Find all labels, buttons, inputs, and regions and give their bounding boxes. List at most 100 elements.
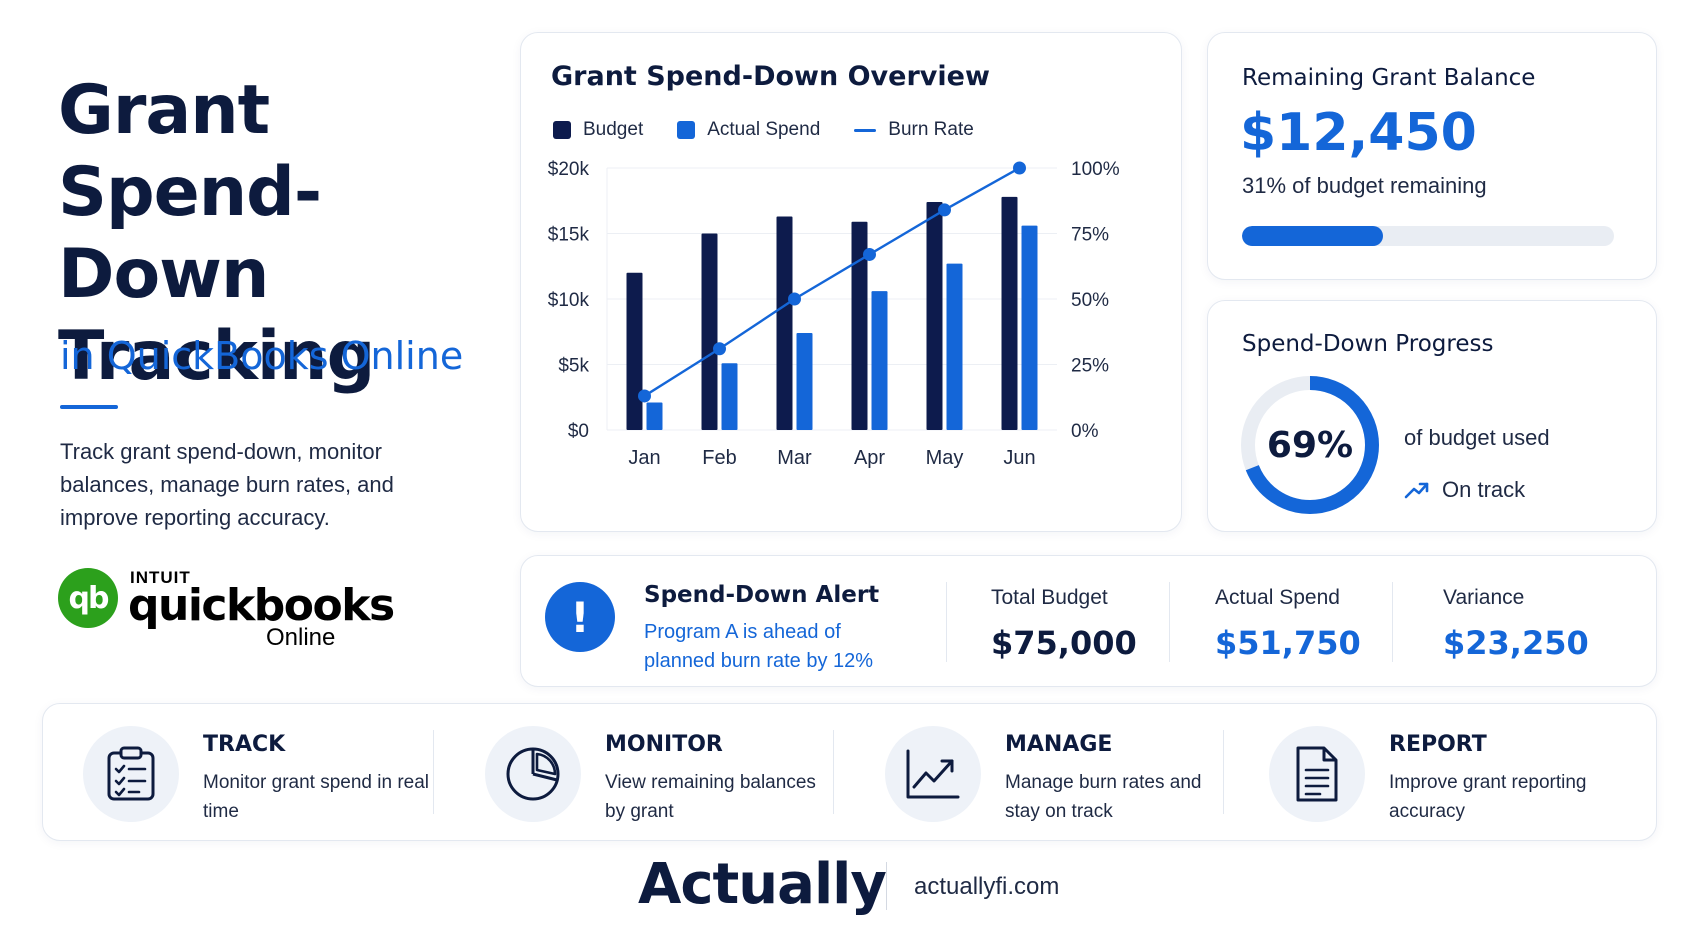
intuit-wordmark: INTUIT bbox=[130, 568, 191, 587]
bar-budget bbox=[701, 233, 718, 430]
feature-track: TRACK Monitor grant spend in real time bbox=[83, 724, 429, 824]
burn-rate-point bbox=[638, 389, 651, 403]
feature-title: MANAGE bbox=[1005, 732, 1113, 757]
feature-description: View remaining balances by grant bbox=[605, 772, 816, 822]
trend-up-icon bbox=[1404, 482, 1429, 499]
stat-value: $23,250 bbox=[1443, 624, 1589, 662]
bar-budget bbox=[851, 221, 868, 430]
burn-rate-point bbox=[713, 342, 726, 356]
x-tick-label: Apr bbox=[854, 447, 885, 469]
feature-divider bbox=[833, 730, 834, 814]
y-left-tick-label: $0 bbox=[568, 421, 589, 442]
y-right-tick-label: 75% bbox=[1071, 225, 1109, 246]
bar-actual-spend bbox=[1021, 225, 1038, 430]
legend-swatch-actual bbox=[677, 121, 696, 139]
feature-description: Manage burn rates and stay on track bbox=[1005, 772, 1202, 822]
balance-progress-bar bbox=[1242, 226, 1614, 246]
x-tick-label: Feb bbox=[702, 447, 736, 469]
hero-subtitle: in QuickBooks Online bbox=[60, 334, 464, 378]
pie-chart-icon bbox=[485, 726, 581, 822]
bar-actual-spend bbox=[796, 333, 813, 430]
alert-message: Program A is ahead of planned burn rate … bbox=[644, 621, 874, 672]
spend-down-chart: $0 0% $5k 25% $10k 50% $15k 75% $20k 100% Jan Feb Ma… bbox=[548, 159, 1120, 469]
y-left-tick-label: $10k bbox=[548, 290, 590, 311]
alert-title: Spend-Down Alert bbox=[644, 582, 880, 608]
hero-title-line: Grant bbox=[58, 71, 270, 150]
y-left-tick-label: $5k bbox=[558, 356, 589, 377]
burn-rate-point bbox=[1013, 161, 1026, 175]
quickbooks-online-label: Online bbox=[266, 624, 336, 651]
legend-label-actual: Actual Spend bbox=[707, 119, 821, 140]
burn-rate-point bbox=[863, 247, 876, 261]
feature-monitor: MONITOR View remaining balances by grant bbox=[485, 724, 825, 824]
actually-logo: Actually bbox=[638, 852, 887, 917]
progress-percent: 69% bbox=[1266, 424, 1354, 466]
legend-swatch-budget bbox=[553, 121, 571, 139]
y-left-tick-label: $20k bbox=[548, 159, 590, 180]
feature-divider bbox=[433, 730, 434, 814]
balance-value: $12,450 bbox=[1240, 103, 1477, 163]
stat-label: Variance bbox=[1443, 586, 1525, 609]
y-right-tick-label: 100% bbox=[1071, 159, 1120, 180]
stat-label: Total Budget bbox=[991, 586, 1108, 609]
y-right-tick-label: 25% bbox=[1071, 356, 1109, 377]
stat-value: $51,750 bbox=[1215, 624, 1361, 662]
stat-label: Actual Spend bbox=[1215, 586, 1340, 609]
hero-title-line: Spend-Down bbox=[58, 153, 322, 314]
document-icon bbox=[1269, 726, 1365, 822]
y-right-tick-label: 0% bbox=[1071, 421, 1099, 442]
bar-actual-spend bbox=[946, 263, 963, 430]
stat-variance: Variance $23,250 bbox=[1443, 586, 1589, 662]
stat-divider bbox=[1392, 582, 1393, 662]
chart-card: Grant Spend-Down Overview Budget Actual … bbox=[520, 32, 1182, 532]
feature-description: Improve grant reporting accuracy bbox=[1389, 772, 1587, 822]
y-right-tick-label: 50% bbox=[1071, 290, 1109, 311]
remaining-balance-card: Remaining Grant Balance $12,450 31% of b… bbox=[1207, 32, 1657, 280]
bar-budget bbox=[1001, 196, 1018, 430]
spend-down-progress-card: Spend-Down Progress 69% of budget used O… bbox=[1207, 300, 1657, 532]
legend-item-actual: Actual Spend bbox=[677, 119, 820, 141]
hero-divider bbox=[60, 405, 118, 409]
progress-ring-fill bbox=[1241, 376, 1379, 514]
hero-description: Track grant spend-down, monitor balances… bbox=[60, 439, 394, 530]
bar-actual-spend bbox=[871, 291, 888, 430]
hero-title-line: Tracking bbox=[58, 317, 375, 396]
chart-legend: Budget Actual Spend Burn Rate bbox=[553, 119, 974, 141]
footer-divider bbox=[886, 862, 887, 910]
stat-total-budget: Total Budget $75,000 bbox=[991, 586, 1137, 662]
line-chart-icon bbox=[885, 726, 981, 822]
spend-down-alert-card: ! Spend-Down Alert Program A is ahead of… bbox=[520, 555, 1657, 687]
feature-title: MONITOR bbox=[605, 732, 723, 757]
progress-status: On track bbox=[1404, 477, 1525, 503]
quickbooks-logo-icon: qb bbox=[58, 568, 118, 628]
legend-label-budget: Budget bbox=[583, 119, 644, 140]
feature-title: TRACK bbox=[203, 732, 286, 757]
bar-budget bbox=[626, 272, 643, 430]
burn-rate-line bbox=[643, 166, 1021, 397]
bar-actual-spend bbox=[721, 363, 738, 430]
stat-value: $75,000 bbox=[991, 624, 1137, 662]
x-tick-label: Mar bbox=[777, 447, 812, 469]
clipboard-checklist-icon bbox=[83, 726, 179, 822]
legend-swatch-burn-rate bbox=[854, 128, 877, 132]
features-strip: TRACK Monitor grant spend in real time M… bbox=[42, 703, 1657, 841]
legend-item-burn-rate: Burn Rate bbox=[854, 119, 974, 141]
website-link[interactable]: actuallyfi.com bbox=[914, 873, 1060, 900]
progress-ring bbox=[1241, 376, 1379, 514]
progress-status-label: On track bbox=[1442, 477, 1526, 502]
feature-description: Monitor grant spend in real time bbox=[203, 772, 430, 822]
exclamation-icon: ! bbox=[545, 582, 615, 652]
x-tick-label: May bbox=[926, 447, 964, 469]
feature-manage: MANAGE Manage burn rates and stay on tra… bbox=[885, 724, 1225, 824]
stat-actual-spend: Actual Spend $51,750 bbox=[1215, 586, 1361, 662]
legend-item-budget: Budget bbox=[553, 119, 643, 141]
stat-divider bbox=[946, 582, 947, 662]
stat-divider bbox=[1169, 582, 1170, 662]
legend-label-burn-rate: Burn Rate bbox=[888, 119, 974, 140]
x-tick-label: Jun bbox=[1003, 447, 1035, 469]
x-tick-label: Jan bbox=[628, 447, 660, 469]
quickbooks-wordmark: quickbooks bbox=[128, 580, 395, 631]
balance-label: Remaining Grant Balance bbox=[1242, 65, 1536, 91]
feature-divider bbox=[1223, 730, 1224, 814]
hero-title: Grant Spend-Down Tracking bbox=[58, 70, 498, 398]
